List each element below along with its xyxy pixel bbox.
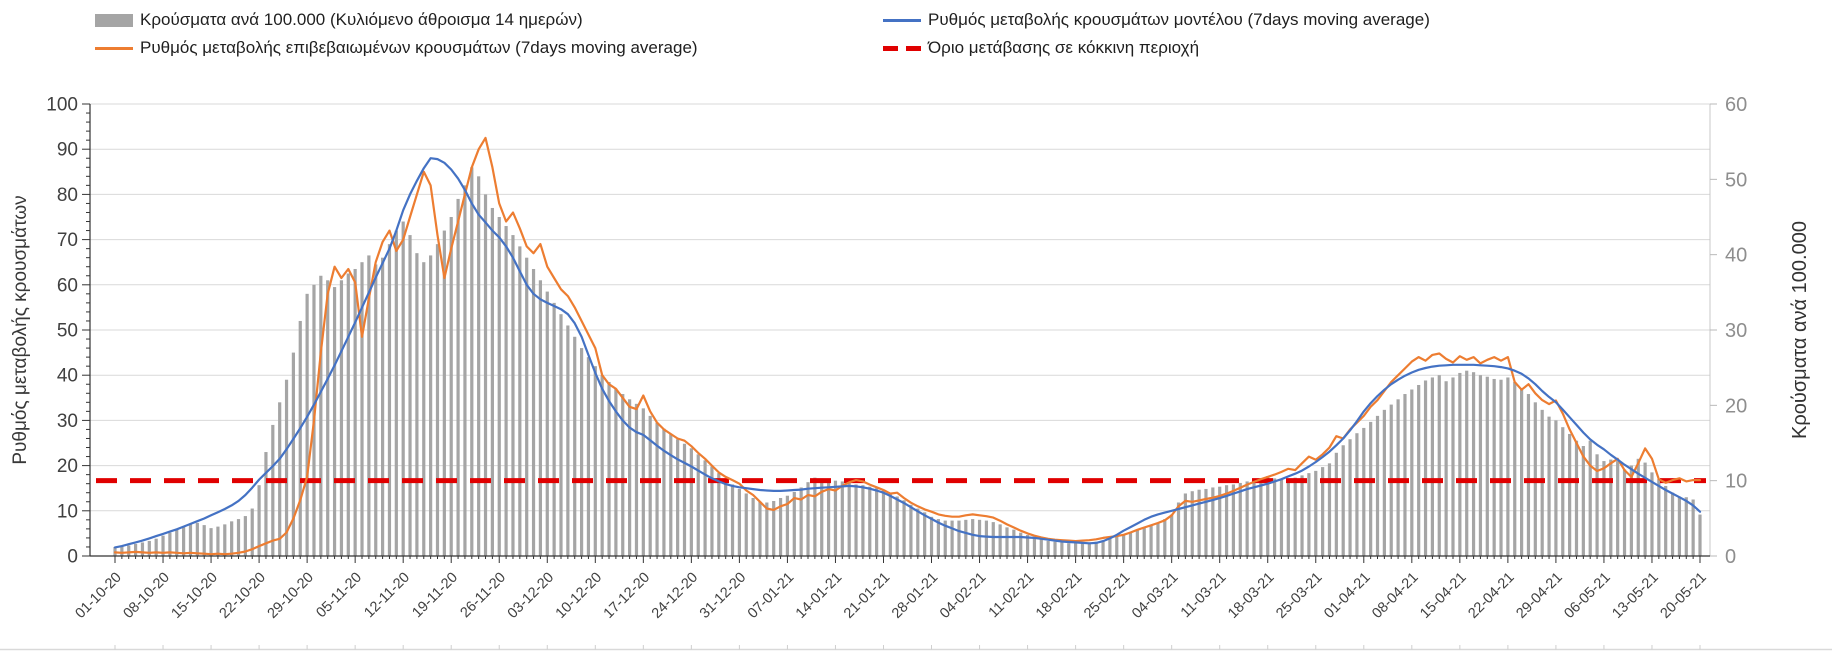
blue-line-swatch-icon <box>883 18 921 22</box>
svg-text:14-01-21: 14-01-21 <box>793 570 845 622</box>
svg-text:100: 100 <box>46 95 78 116</box>
svg-text:07-01-21: 07-01-21 <box>745 570 797 622</box>
cases-bars-series <box>113 167 1702 557</box>
svg-text:20-05-21: 20-05-21 <box>1657 570 1709 622</box>
svg-text:11-02-21: 11-02-21 <box>986 570 1038 622</box>
svg-text:20: 20 <box>1725 395 1747 417</box>
svg-text:50: 50 <box>57 321 78 342</box>
svg-text:25-02-21: 25-02-21 <box>1081 570 1133 622</box>
svg-text:01-04-21: 01-04-21 <box>1321 570 1373 622</box>
svg-text:06-05-21: 06-05-21 <box>1561 570 1613 622</box>
svg-text:12-11-20: 12-11-20 <box>361 570 413 622</box>
svg-text:04-02-21: 04-02-21 <box>937 570 989 622</box>
svg-text:80: 80 <box>57 185 78 206</box>
svg-text:10: 10 <box>57 501 78 522</box>
svg-text:0: 0 <box>67 547 78 568</box>
svg-text:24-12-20: 24-12-20 <box>649 570 701 622</box>
next-chart-edge <box>0 645 1832 651</box>
svg-text:30: 30 <box>1725 320 1747 342</box>
svg-text:Κρούσματα ανά 100.000: Κρούσματα ανά 100.000 <box>1789 221 1811 439</box>
svg-text:18-03-21: 18-03-21 <box>1225 570 1277 622</box>
svg-text:15-04-21: 15-04-21 <box>1417 570 1469 622</box>
svg-text:0: 0 <box>1725 546 1736 568</box>
svg-text:04-03-21: 04-03-21 <box>1129 570 1181 622</box>
x-axis: 01-10-2008-10-2015-10-2022-10-2029-10-20… <box>72 555 1710 622</box>
legend-item-confirmed-rate: Ρυθμός μεταβολής επιβεβαιωμένων κρουσμάτ… <box>95 37 698 59</box>
svg-text:31-12-20: 31-12-20 <box>697 570 749 622</box>
svg-text:03-12-20: 03-12-20 <box>505 570 557 622</box>
svg-text:29-10-20: 29-10-20 <box>265 570 317 622</box>
svg-text:28-01-21: 28-01-21 <box>889 570 941 622</box>
legend-label: Ρυθμός μεταβολής επιβεβαιωμένων κρουσμάτ… <box>140 38 698 57</box>
svg-text:20: 20 <box>57 456 78 477</box>
svg-text:50: 50 <box>1725 169 1747 191</box>
svg-text:17-12-20: 17-12-20 <box>601 570 653 622</box>
svg-text:70: 70 <box>57 230 78 251</box>
y-axis-right: 0 10 20 30 40 50 60 Κρούσματα ανά 100.000 <box>1709 94 1811 568</box>
legend-item-model-rate: Ρυθμός μεταβολής κρουσμάτων μοντέλου (7d… <box>883 9 1430 31</box>
svg-text:08-10-20: 08-10-20 <box>120 570 172 622</box>
orange-line-swatch-icon <box>95 46 133 50</box>
svg-text:13-05-21: 13-05-21 <box>1609 570 1661 622</box>
svg-text:15-10-20: 15-10-20 <box>169 570 221 622</box>
legend-item-red-zone-threshold: Όριο μετάβασης σε κόκκινη περιοχή <box>883 37 1199 59</box>
bar-swatch-icon <box>95 13 133 27</box>
legend-label: Κρούσματα ανά 100.000 (Κυλιόμενο άθροισμ… <box>140 10 583 29</box>
svg-text:10-12-20: 10-12-20 <box>553 570 605 622</box>
svg-text:26-11-20: 26-11-20 <box>457 570 509 622</box>
legend-label: Ρυθμός μεταβολής κρουσμάτων μοντέλου (7d… <box>928 10 1430 29</box>
svg-text:30: 30 <box>57 411 78 432</box>
red-dashed-swatch-icon <box>883 45 921 51</box>
svg-text:18-02-21: 18-02-21 <box>1033 570 1085 622</box>
y-axis-left: 0 10 20 30 40 50 60 70 80 90 100 Ρυθμός μεταβολής κ… <box>10 95 91 568</box>
svg-text:60: 60 <box>1725 94 1747 116</box>
confirmed-rate-line <box>113 136 1702 556</box>
svg-text:01-10-20: 01-10-20 <box>72 570 124 622</box>
svg-text:10: 10 <box>1725 471 1747 493</box>
svg-text:29-04-21: 29-04-21 <box>1513 570 1565 622</box>
svg-text:40: 40 <box>1725 245 1747 267</box>
svg-text:22-10-20: 22-10-20 <box>217 570 269 622</box>
model-rate-line <box>113 157 1702 549</box>
legend-item-cases-per-100k: Κρούσματα ανά 100.000 (Κυλιόμενο άθροισμ… <box>95 9 583 31</box>
svg-text:25-03-21: 25-03-21 <box>1273 570 1325 622</box>
svg-text:05-11-20: 05-11-20 <box>313 570 365 622</box>
svg-text:08-04-21: 08-04-21 <box>1369 570 1421 622</box>
svg-text:60: 60 <box>57 275 78 296</box>
svg-text:21-01-21: 21-01-21 <box>841 570 893 622</box>
svg-text:40: 40 <box>57 366 78 387</box>
svg-text:22-04-21: 22-04-21 <box>1465 570 1517 622</box>
svg-text:Ρυθμός μεταβολής κρουσμάτων: Ρυθμός μεταβολής κρουσμάτων <box>10 195 31 464</box>
svg-text:11-03-21: 11-03-21 <box>1178 570 1230 622</box>
legend-label: Όριο μετάβασης σε κόκκινη περιοχή <box>928 38 1200 57</box>
svg-text:19-11-20: 19-11-20 <box>409 570 461 622</box>
svg-text:90: 90 <box>57 140 78 161</box>
